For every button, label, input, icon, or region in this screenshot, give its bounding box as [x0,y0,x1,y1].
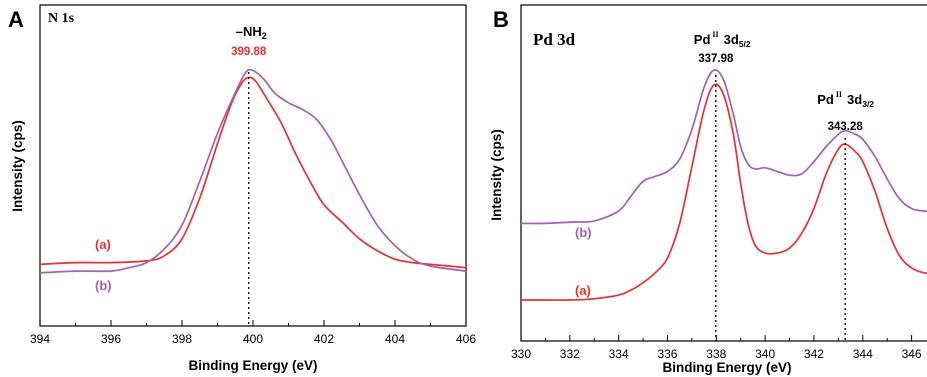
peak-ox-state: II [836,90,842,99]
x-tick-label-b-8: 346 [902,347,922,361]
peak-element: Pd [694,32,711,47]
core-level-label-a: N 1s [48,11,75,26]
panel-a: A N 1s 394 396 398 400 402 404 406 Binding Ene… [8,4,476,373]
peak-species-label-b-1: Pd II 3d3/2 [817,90,874,109]
x-tick-label-a-0: 394 [30,332,50,346]
peak-orbital-subscript: 3/2 [862,99,874,109]
peak-value-label-b-0: 337.98 [698,53,734,65]
x-tick-label-b-4: 338 [706,347,726,361]
series-label-b-b: (b) [575,225,592,240]
series-line-a-b [39,68,467,274]
x-tick-label-b-2: 334 [609,347,629,361]
peak-orbital: 3d [847,92,862,107]
x-tick-label-b-0: 330 [511,347,531,361]
x-tick-label-b-6: 342 [804,347,824,361]
series-line-b-b [520,69,927,225]
panel-letter-a: A [8,7,24,32]
peak-species-label-a: –NH2 [236,24,267,41]
x-tick-label-a-3: 400 [243,332,263,346]
panel-b-frame [520,4,927,342]
series-group-a [39,68,467,274]
x-tick-label-b-5: 340 [755,347,775,361]
x-tick-label-a-5: 404 [385,332,405,346]
y-axis-title-a: Intensity (cps) [10,120,25,212]
peak-species-subscript: 2 [262,31,267,41]
x-tick-label-b-3: 336 [657,347,677,361]
x-tick-label-a-2: 398 [172,332,192,346]
core-level-label-b: Pd 3d [533,30,576,49]
series-line-a-a [39,76,467,269]
x-ticks-b: 330 332 334 336 338 340 342 344 346 [511,335,922,361]
peak-annotation-a: –NH2 399.88 [231,24,267,326]
series-group-b [520,69,927,301]
peak-orbital: 3d [724,32,739,47]
panel-letter-b: B [493,7,509,32]
x-axis-title-a: Binding Energy (eV) [188,358,317,373]
x-tick-label-b-1: 332 [560,347,580,361]
x-ticks-a: 394 396 398 400 402 404 406 [30,320,476,346]
peak-ox-state: II [712,30,718,39]
series-label-b-a: (a) [575,283,591,298]
peak-species-label-b-0: Pd II 3d5/2 [694,30,751,49]
x-axis-title-b: Binding Energy (eV) [662,360,791,375]
x-tick-label-a-6: 406 [456,332,476,346]
series-label-a-b: (b) [95,278,112,293]
x-tick-label-a-1: 396 [101,332,121,346]
peak-orbital-subscript: 5/2 [739,39,751,49]
peak-element: Pd [817,92,834,107]
series-label-a-a: (a) [95,237,111,252]
peak-value-label-a: 399.88 [231,46,267,58]
series-line-b-a [520,83,927,301]
peak-value-label-b-1: 343.28 [828,121,864,133]
x-tick-label-b-7: 344 [853,347,873,361]
x-tick-label-a-4: 402 [314,332,334,346]
panel-b: B Pd 3d 330 332 334 336 338 340 342 344 346 Bind… [489,4,927,375]
y-axis-title-b: Intensity (cps) [489,129,504,221]
